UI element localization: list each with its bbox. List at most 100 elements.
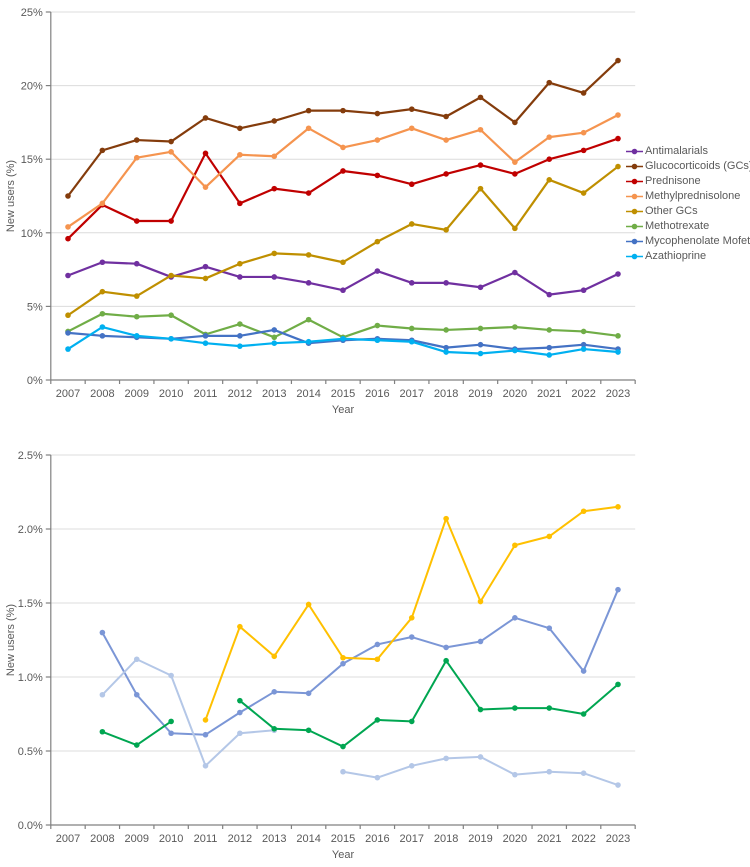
data-point [512,324,518,330]
data-point [202,263,209,270]
data-point [99,324,106,330]
legend-label: Other GCs [645,205,698,217]
data-point [580,190,587,196]
y-tick-label: 0.0% [18,820,43,832]
legend-item-glucocorticoids-gcs: Glucocorticoids (GCs) [626,159,750,174]
data-point [168,312,174,319]
data-point [512,705,518,711]
data-point [99,259,106,266]
data-point [408,325,415,332]
data-point [512,171,518,177]
data-point [615,57,621,64]
data-point [443,171,449,177]
data-point [408,181,415,188]
data-point [443,344,449,351]
series-points-leflunomide [99,586,621,738]
legend-label: Mycophenolate Mofetil [645,235,750,247]
data-point [271,274,278,280]
data-point [133,691,140,698]
data-point [408,718,415,725]
data-point [477,162,484,168]
series-points-methylprednisolone [65,112,621,230]
data-point [546,533,553,540]
data-point [305,690,312,697]
data-point [271,334,278,341]
y-tick-label: 2.0% [18,524,43,536]
x-tick-label: 2019 [468,388,492,400]
data-point [237,343,243,349]
data-point [271,689,278,695]
data-point [99,310,106,317]
x-tick-label: 2023 [606,388,630,400]
legend-marker-icon [626,238,643,245]
data-point [374,717,381,723]
data-point [408,106,415,112]
data-point [580,668,587,674]
data-point [477,284,484,291]
data-point [408,338,415,345]
data-point [237,151,243,158]
data-point [340,144,346,151]
x-tick-label: 2008 [90,833,114,845]
series-points-belimumab [202,504,621,723]
data-point [615,586,621,593]
x-tick-label: 2013 [262,833,286,845]
data-point [408,634,415,640]
data-point [477,341,484,348]
x-tick-label: 2023 [606,833,630,845]
data-point [65,330,71,336]
series-line-prednisone [66,137,620,240]
data-point [133,218,140,224]
x-tick-label: 2007 [56,833,80,845]
data-point [546,156,553,162]
x-axis-title: Year [332,404,355,416]
data-point [443,657,449,664]
data-point [374,238,381,245]
data-point [202,275,209,282]
data-point [99,200,106,207]
data-point [512,542,518,549]
data-point [99,728,106,735]
legend-label: Prednisone [645,175,701,187]
data-point [305,316,312,323]
data-point [99,629,106,636]
data-point [512,347,518,354]
data-point [340,168,346,174]
data-point [443,280,449,286]
data-point [374,322,381,329]
legend-label: Azathioprine [645,250,707,262]
legend-marker-icon [626,208,643,215]
legend-item-methylprednisolone: Methylprednisolone [626,189,750,204]
data-point [133,313,140,320]
data-point [99,333,106,339]
data-point [133,742,140,748]
data-point [477,126,484,133]
data-point [340,259,346,266]
data-point [168,149,174,155]
data-point [237,274,243,280]
legend-item-prednisone: Prednisone [626,174,750,189]
series-points-glucocorticoids-gcs [65,57,621,199]
data-point [512,225,518,232]
data-point [546,705,553,711]
series-points-rituximab [99,657,621,750]
data-point [477,706,484,713]
data-point [65,224,71,230]
data-point [340,743,346,750]
data-point [340,654,346,661]
data-point [615,504,621,510]
x-tick-label: 2017 [400,833,424,845]
data-point [305,190,312,196]
data-point [580,770,587,776]
data-point [202,731,209,738]
data-point [443,137,449,143]
data-point [202,333,209,339]
x-tick-label: 2017 [400,388,424,400]
data-point [546,291,553,298]
data-point [443,113,449,120]
y-axis-title: New users (%) [5,604,17,676]
data-point [408,125,415,132]
x-tick-label: 2022 [571,388,595,400]
x-tick-label: 2011 [194,388,218,400]
data-point [237,200,243,207]
